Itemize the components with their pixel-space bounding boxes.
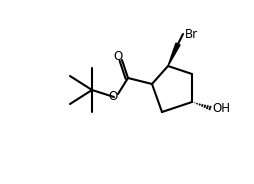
Text: O: O: [108, 89, 118, 102]
Polygon shape: [168, 43, 180, 66]
Text: Br: Br: [185, 27, 198, 40]
Text: O: O: [113, 49, 123, 63]
Text: OH: OH: [212, 102, 230, 114]
